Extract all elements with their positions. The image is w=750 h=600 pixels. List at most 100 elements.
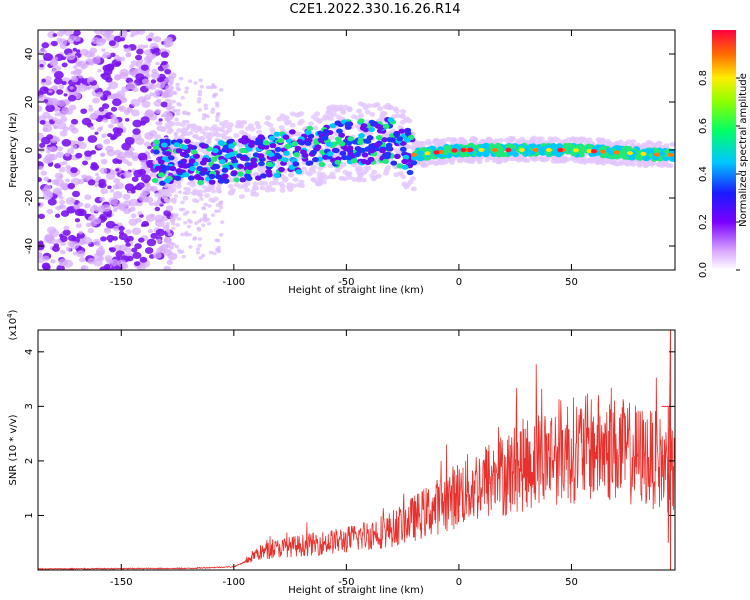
- spectrogram-point: [228, 151, 236, 158]
- spectrogram-point: [94, 183, 99, 188]
- spectrogram-point: [252, 181, 259, 187]
- spectrogram-point: [250, 161, 257, 167]
- spectrogram-point: [197, 243, 202, 248]
- spectrogram-point: [334, 167, 341, 173]
- spectrogram-point: [84, 203, 91, 209]
- spectrogram-point: [82, 160, 89, 166]
- spectrogram-point: [159, 180, 166, 186]
- spectrogram-point: [248, 142, 255, 148]
- spectrogram-point: [350, 158, 358, 164]
- spectrogram-point: [154, 165, 162, 171]
- spectrogram-point: [204, 193, 211, 198]
- spectrogram-point: [130, 60, 139, 66]
- spectrogram-point: [113, 178, 121, 184]
- spectrogram-point: [530, 143, 537, 149]
- spectrogram-point: [626, 151, 633, 156]
- spectrogram-point: [112, 191, 123, 199]
- spectrogram-point: [165, 205, 174, 212]
- spectrogram-point: [59, 249, 66, 255]
- spectrogram-point: [362, 138, 370, 144]
- spectrogram-point: [625, 145, 633, 152]
- spectrogram-point: [148, 130, 158, 137]
- spectrogram-point: [396, 163, 404, 169]
- spectrogram-point: [166, 259, 174, 265]
- spectrogram-point: [177, 190, 183, 194]
- spectrogram-point: [237, 171, 244, 177]
- spectrogram-point: [403, 137, 411, 143]
- spectrogram-point: [165, 249, 170, 253]
- spectrogram-point: [314, 144, 322, 150]
- spectrogram-point: [152, 201, 160, 207]
- spectrogram-point: [289, 122, 296, 128]
- spectrogram-point: [82, 237, 93, 245]
- spectrogram-point: [426, 141, 433, 147]
- spectrogram-point: [166, 229, 171, 233]
- spectrogram-point: [42, 192, 53, 200]
- spectrogram-point: [482, 142, 490, 149]
- spectrogram-point: [105, 220, 116, 229]
- spectrogram-point: [86, 175, 92, 180]
- spectrogram-point: [91, 37, 101, 44]
- spectrogram-point: [123, 171, 133, 179]
- spectrogram-point: [457, 157, 464, 163]
- spectrogram-point: [507, 143, 514, 150]
- spectrogram-point: [61, 56, 67, 61]
- spectrogram-point: [277, 138, 284, 144]
- spectrogram-point: [433, 150, 440, 155]
- spectrogram-point: [381, 137, 388, 143]
- spectrogram-point: [213, 164, 221, 170]
- spectrogram-point: [103, 227, 112, 234]
- spectrogram-point: [119, 37, 126, 42]
- spectrogram-point: [126, 255, 134, 262]
- spectrogram-point: [459, 138, 466, 143]
- spectrogram-point: [130, 189, 136, 194]
- spectrogram-point: [54, 178, 65, 187]
- spectrogram-point: [143, 49, 152, 56]
- spectrogram-point: [139, 256, 148, 263]
- spectrogram-point: [56, 37, 63, 43]
- spectrogram-point: [60, 116, 68, 123]
- spectrogram-point: [254, 121, 261, 126]
- spectrogram-point: [274, 146, 282, 153]
- spectrogram-point: [192, 236, 198, 240]
- spectrogram-point: [259, 185, 266, 191]
- spectrogram-point: [189, 123, 196, 129]
- spectrogram-point: [193, 153, 201, 159]
- spectrogram-point: [163, 265, 171, 270]
- spectrogram-point: [48, 163, 53, 167]
- spectrogram-point: [265, 172, 273, 178]
- spectrogram-point: [547, 137, 554, 143]
- spectrogram-point: [163, 210, 171, 217]
- spectrogram-point: [416, 155, 423, 162]
- spectrogram-point: [129, 33, 135, 38]
- spectrogram-point: [599, 149, 606, 154]
- spectrogram-point: [329, 135, 336, 141]
- spectrogram-point: [80, 108, 88, 114]
- spectrogram-point: [166, 103, 172, 107]
- spectrogram-point: [317, 165, 324, 171]
- x-tick-label: 50: [565, 577, 578, 588]
- spectrogram-point: [144, 94, 152, 101]
- spectrogram-point: [200, 223, 206, 228]
- spectrogram-point: [129, 146, 135, 152]
- spectrogram-point: [55, 151, 64, 159]
- spectrogram-point: [91, 56, 101, 65]
- spectrogram-point: [201, 167, 208, 173]
- spectrogram-point: [95, 242, 101, 247]
- colorbar-tick-label: 0.4: [698, 166, 709, 182]
- spectrogram-point: [351, 177, 358, 182]
- spectrogram-point: [633, 154, 641, 160]
- spectrogram-point: [152, 149, 160, 155]
- spectrogram-point: [169, 245, 174, 250]
- spectrogram-point: [104, 63, 115, 72]
- spectrogram-point: [89, 126, 95, 131]
- spectrogram-point: [78, 84, 88, 92]
- spectrogram-point: [181, 144, 189, 150]
- spectrogram-point: [354, 145, 362, 152]
- spectrogram-point: [484, 157, 491, 163]
- spectrogram-point: [187, 79, 193, 83]
- spectrogram-point: [396, 136, 404, 142]
- x-tick-label: -50: [338, 277, 354, 288]
- spectrogram-point: [615, 145, 623, 151]
- spectrogram-point: [42, 127, 48, 132]
